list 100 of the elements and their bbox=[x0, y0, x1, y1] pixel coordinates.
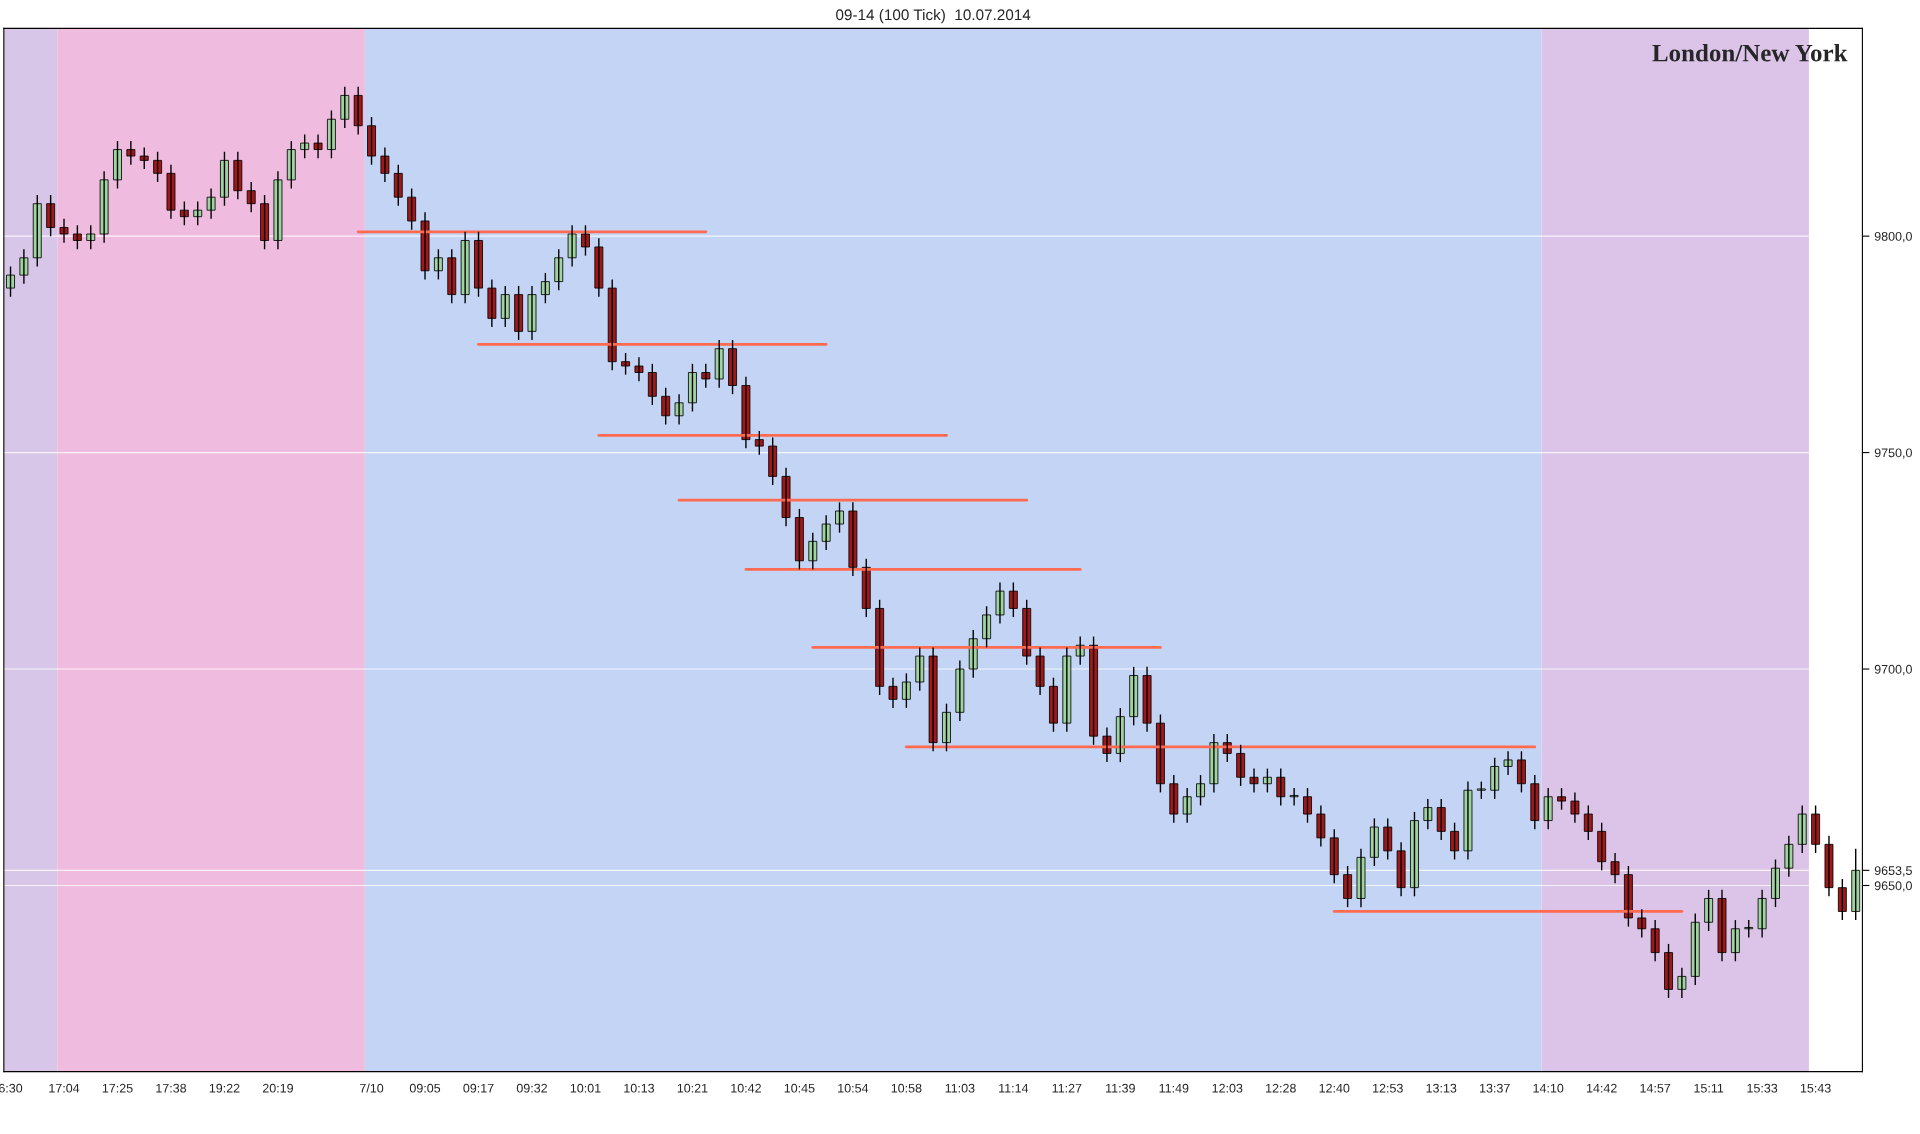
candlestick bbox=[1410, 811, 1419, 898]
candlestick bbox=[1851, 847, 1861, 921]
candlestick bbox=[1329, 828, 1339, 885]
candlestick bbox=[1169, 774, 1179, 824]
x-tick-label: 09:17 bbox=[463, 1083, 494, 1093]
candlestick bbox=[1757, 889, 1767, 939]
candlestick bbox=[728, 339, 737, 395]
candlestick bbox=[647, 363, 657, 406]
candlestick bbox=[1035, 646, 1045, 696]
x-tick-label: 10:13 bbox=[624, 1083, 655, 1093]
x-tick-label: 10:58 bbox=[891, 1083, 922, 1093]
candlestick bbox=[1610, 852, 1620, 885]
candlestick bbox=[554, 248, 564, 291]
candlestick bbox=[768, 436, 778, 486]
x-tick-label: 11:49 bbox=[1159, 1083, 1189, 1093]
x-tick-label: 10:54 bbox=[838, 1083, 869, 1093]
candlestick bbox=[1503, 750, 1513, 776]
candlestick bbox=[621, 352, 631, 376]
candlestick bbox=[393, 164, 403, 207]
candlestick bbox=[1236, 744, 1246, 787]
x-tick-label: 11:27 bbox=[1052, 1083, 1082, 1093]
candlestick bbox=[1142, 666, 1152, 733]
candlestick bbox=[487, 278, 497, 328]
x-tick-label: 10:45 bbox=[784, 1083, 815, 1093]
candlestick bbox=[1570, 791, 1580, 824]
candlestick bbox=[327, 109, 336, 159]
x-tick-label: 20:19 bbox=[262, 1083, 293, 1093]
candlestick bbox=[634, 356, 644, 382]
y-tick-label: 9650,0 bbox=[1874, 881, 1912, 892]
x-tick-label: 15:11 bbox=[1694, 1083, 1724, 1093]
candlestick bbox=[581, 224, 590, 257]
x-tick-label: 09:05 bbox=[409, 1083, 441, 1093]
x-tick-label: 13:13 bbox=[1426, 1083, 1457, 1093]
candlestick bbox=[313, 133, 323, 159]
candlestick bbox=[407, 187, 417, 231]
x-tick-label: 12:40 bbox=[1319, 1083, 1350, 1093]
x-tick-label: 7/10 bbox=[360, 1083, 384, 1093]
candlestick bbox=[835, 501, 844, 534]
x-tick-label: 11:14 bbox=[999, 1083, 1029, 1093]
candlestick bbox=[166, 164, 176, 220]
candlestick bbox=[527, 285, 537, 341]
x-tick-label: 17:04 bbox=[49, 1083, 80, 1093]
x-tick-label: 17:25 bbox=[102, 1083, 133, 1093]
x-tick-label: 15:43 bbox=[1800, 1083, 1831, 1093]
candlestick bbox=[126, 140, 136, 166]
candlestick bbox=[246, 181, 256, 214]
candlestick bbox=[86, 224, 96, 250]
candlestick bbox=[1356, 847, 1366, 908]
candlestick bbox=[848, 501, 858, 577]
candlestick bbox=[1597, 822, 1607, 872]
candlestick bbox=[1436, 798, 1446, 841]
x-tick-label: 09:32 bbox=[516, 1083, 548, 1093]
candlestick bbox=[915, 646, 925, 692]
candlestick bbox=[1557, 787, 1566, 811]
x-tick-label: 13:37 bbox=[1480, 1083, 1510, 1093]
candlestick bbox=[1784, 835, 1794, 878]
candlestick bbox=[1837, 878, 1847, 921]
candlestick bbox=[1583, 804, 1593, 841]
candlestick bbox=[1730, 919, 1740, 962]
candlestick bbox=[59, 218, 69, 244]
x-tick-label: 10:21 bbox=[677, 1083, 708, 1093]
candlestick bbox=[220, 151, 229, 207]
candlestick bbox=[1049, 676, 1058, 733]
candlestick bbox=[1450, 822, 1460, 861]
candlestick bbox=[1824, 835, 1834, 898]
chart-title: 09-14 (100 Tick) 10.07.2014 bbox=[836, 8, 1031, 24]
candlestick bbox=[1316, 804, 1326, 848]
candlestick bbox=[206, 187, 216, 220]
candlestick bbox=[1196, 774, 1205, 807]
candlestick bbox=[153, 151, 163, 183]
candlestick bbox=[1650, 919, 1660, 962]
candlestick bbox=[1008, 581, 1018, 618]
candlestick bbox=[754, 430, 764, 456]
candlestick bbox=[1717, 889, 1727, 962]
candlestick bbox=[113, 140, 122, 190]
candlestick bbox=[340, 86, 350, 129]
candlestick bbox=[1690, 912, 1700, 986]
y-tick-label: 9653,5 bbox=[1874, 866, 1912, 877]
candlestick bbox=[1129, 666, 1139, 727]
candlestick bbox=[982, 605, 992, 649]
candlestick bbox=[1303, 787, 1312, 824]
candlestick bbox=[567, 224, 577, 268]
candlestick bbox=[1677, 967, 1687, 999]
x-tick-label: 12:53 bbox=[1373, 1083, 1403, 1093]
x-tick-label: 10:01 bbox=[570, 1083, 601, 1093]
x-tick-label: 11:03 bbox=[945, 1083, 975, 1093]
x-tick-label: 10:42 bbox=[731, 1083, 761, 1093]
x-tick-label: 12:03 bbox=[1212, 1083, 1243, 1093]
candlestick bbox=[821, 514, 831, 551]
candlestick bbox=[514, 285, 524, 341]
candlestick bbox=[1664, 943, 1673, 999]
candlestick bbox=[1811, 804, 1821, 854]
x-tick-label: 14:10 bbox=[1533, 1083, 1564, 1093]
x-tick-label: 14:57 bbox=[1640, 1083, 1671, 1093]
candlestick bbox=[1704, 889, 1714, 932]
x-tick-label: 14:42 bbox=[1586, 1083, 1617, 1093]
candlestick bbox=[260, 194, 269, 250]
candlestick bbox=[1637, 908, 1647, 939]
candlestick bbox=[1369, 817, 1379, 867]
candlestick bbox=[447, 248, 457, 304]
